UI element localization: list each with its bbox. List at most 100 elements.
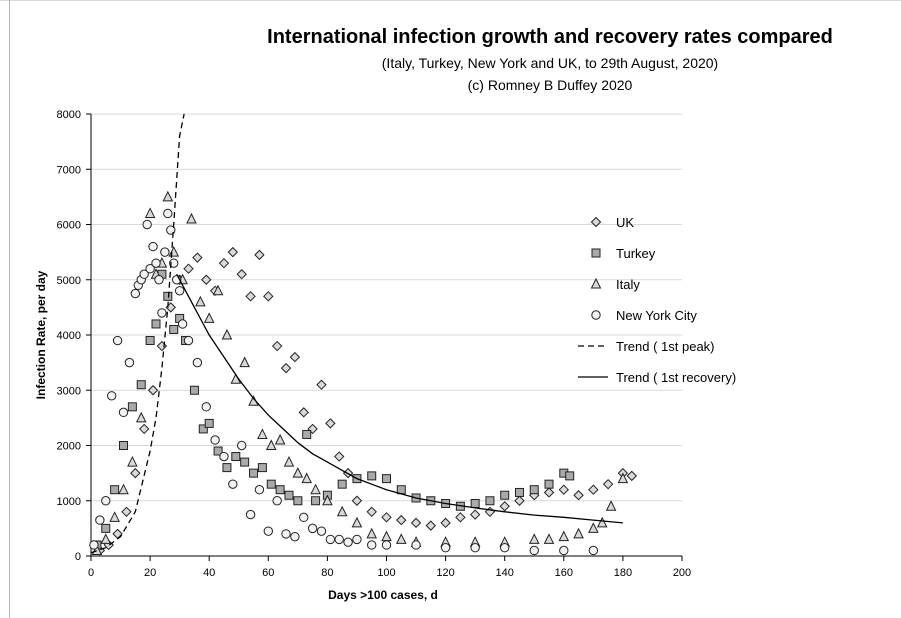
data-point — [124, 357, 135, 368]
data-point — [500, 490, 510, 500]
data-point — [195, 295, 206, 307]
data-point — [192, 252, 203, 263]
data-point — [147, 385, 159, 396]
data-point — [290, 531, 300, 542]
data-point — [101, 523, 111, 533]
data-point — [280, 362, 292, 374]
x-tick-label: 200 — [673, 567, 691, 579]
data-point — [366, 506, 377, 518]
data-point — [186, 212, 197, 224]
legend-item: Turkey — [591, 246, 656, 261]
legend-item: UK — [590, 215, 634, 230]
data-point — [366, 527, 378, 539]
data-point — [381, 540, 392, 550]
data-point — [222, 463, 232, 473]
data-point — [351, 516, 363, 528]
data-point — [336, 505, 348, 517]
data-point — [130, 467, 141, 479]
grid-lines — [91, 113, 682, 502]
data-point — [245, 509, 256, 520]
data-point — [138, 423, 150, 435]
data-point — [213, 446, 223, 456]
data-point — [484, 506, 496, 518]
data-point — [565, 471, 575, 481]
data-point — [274, 433, 286, 445]
data-point — [543, 533, 555, 544]
data-point — [145, 336, 155, 346]
y-tick-label: 2000 — [57, 441, 81, 453]
data-point — [499, 501, 510, 512]
data-point — [334, 534, 344, 545]
data-point — [469, 509, 481, 520]
data-point — [169, 324, 179, 334]
data-point — [588, 545, 599, 556]
data-point — [127, 455, 138, 467]
data-point — [440, 543, 451, 553]
x-tick-label: 180 — [614, 567, 632, 579]
data-point — [169, 258, 179, 268]
data-point — [289, 351, 301, 363]
data-point — [254, 249, 265, 261]
data-point — [271, 340, 283, 352]
data-point — [163, 208, 173, 219]
data-point — [257, 463, 267, 473]
series-italy — [91, 190, 629, 555]
data-point — [227, 246, 239, 258]
data-point — [118, 483, 129, 495]
data-point — [101, 496, 111, 506]
data-point — [192, 357, 203, 368]
data-point — [263, 526, 273, 536]
data-point — [325, 534, 336, 545]
data-point — [316, 526, 327, 536]
data-point — [284, 490, 294, 500]
data-point — [249, 468, 259, 478]
data-point — [127, 402, 137, 412]
chart-subtitle-line-2: (c) Romney B Duffey 2020 — [467, 77, 633, 93]
data-point — [201, 402, 211, 412]
data-point — [189, 385, 199, 395]
data-point — [411, 540, 421, 550]
data-point — [151, 258, 161, 268]
data-point — [135, 411, 147, 423]
series-uk — [94, 246, 637, 556]
data-point — [145, 264, 155, 274]
data-point — [106, 391, 117, 401]
data-point — [136, 380, 146, 390]
data-point — [177, 319, 188, 329]
data-point — [617, 472, 629, 484]
data-point — [157, 308, 167, 318]
data-point — [272, 496, 282, 506]
data-point — [139, 269, 149, 279]
data-point — [500, 543, 510, 553]
data-point — [605, 500, 617, 511]
data-point — [263, 291, 274, 302]
data-point — [239, 356, 250, 368]
data-point — [544, 479, 554, 489]
legend-marker-circle — [591, 310, 601, 320]
y-tick-label: 7000 — [57, 164, 81, 176]
data-point — [203, 312, 215, 323]
data-point — [266, 479, 276, 489]
data-point — [198, 424, 208, 434]
legend-label: New York City — [616, 308, 697, 323]
x-tick-label: 120 — [436, 567, 454, 579]
data-point — [228, 479, 238, 489]
y-tick-label: 1000 — [57, 496, 81, 508]
data-point — [543, 487, 555, 498]
data-point — [210, 435, 220, 445]
data-point — [89, 540, 99, 550]
data-point — [265, 439, 277, 450]
data-point — [602, 478, 614, 490]
data-point — [162, 190, 174, 202]
data-point — [558, 530, 570, 542]
axes — [86, 113, 683, 561]
data-point — [588, 484, 599, 495]
legend-marker-triangle — [590, 277, 602, 289]
data-point — [204, 418, 214, 428]
legend-label: UK — [616, 215, 634, 230]
data-point — [410, 517, 422, 529]
data-point — [302, 429, 312, 439]
x-tick-label: 160 — [555, 567, 573, 579]
x-tick-label: 100 — [377, 567, 395, 579]
data-point — [154, 275, 164, 285]
